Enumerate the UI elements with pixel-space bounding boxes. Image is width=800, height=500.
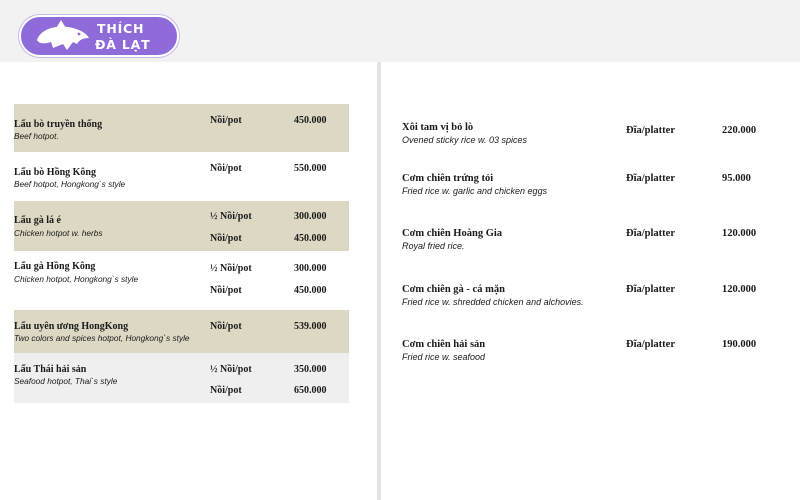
dish-unit: Đĩa/platter (626, 125, 675, 136)
dish-price: 350.000 (294, 364, 327, 375)
dish-price: 220.000 (722, 125, 757, 136)
page-divider (377, 62, 381, 500)
dish-price: 539.000 (294, 321, 327, 332)
menu-page-right (381, 62, 800, 500)
menu-item: Lẩu bò truyền thống Beef hotpot. Nồi/pot… (14, 104, 349, 152)
menu-item: Cơm chiên hải sản Fried rice w. seafood … (402, 323, 791, 377)
dish-unit: Đĩa/platter (626, 173, 675, 184)
dish-name: Cơm chiên gà - cá mặn (402, 284, 505, 295)
dish-english: Fried rice w. seafood (402, 352, 486, 362)
menu-item: Lẩu bò Hồng Kông Beef hotpot, Hongkong`s… (14, 152, 349, 201)
dish-unit: ½ Nồi/pot (210, 263, 252, 274)
dish-name: Cơm chiên Hoàng Gia (402, 228, 503, 239)
dish-unit: Đĩa/platter (626, 228, 675, 239)
dish-english: Two colors and spices hotpot, Hongkong`s… (14, 333, 190, 343)
dish-name: Lẩu Thái hải sản (14, 364, 87, 375)
dish-name: Cơm chiên trứng tỏi (402, 173, 494, 184)
dish-price: 450.000 (294, 285, 327, 296)
dish-name: Xôi tam vị bỏ lò (402, 122, 474, 133)
dish-price: 120.000 (722, 284, 757, 295)
dish-price: 650.000 (294, 385, 327, 396)
dish-unit: Nồi/pot (210, 233, 242, 244)
dish-price: 550.000 (294, 163, 327, 174)
menu-item: Lẩu gà Hồng Kông Chicken hotpot, Hongkon… (14, 251, 349, 310)
dish-unit: Nồi/pot (210, 163, 242, 174)
dish-unit: ½ Nồi/pot (210, 211, 252, 222)
dish-name: Lẩu bò Hồng Kông (14, 167, 96, 178)
dish-price: 120.000 (722, 228, 757, 239)
menu-item: Cơm chiên trứng tỏi Fried rice w. garlic… (402, 157, 791, 212)
menu-item: Lẩu Thái hải sản Seafood hotpot, Thai`s … (14, 353, 349, 403)
dish-price: 300.000 (294, 263, 327, 274)
dish-english: Seafood hotpot, Thai`s style (14, 376, 118, 386)
dish-unit: Đĩa/platter (626, 284, 675, 295)
dish-name: Lẩu gà lá é (14, 215, 61, 226)
dish-english: Fried rice w. shredded chicken and alcho… (402, 297, 584, 307)
dish-english: Beef hotpot, Hongkong`s style (14, 179, 126, 189)
menu-item: Cơm chiên gà - cá mặn Fried rice w. shre… (402, 268, 791, 323)
dish-unit: Nồi/pot (210, 285, 242, 296)
menu-item: Lẩu gà lá é Chicken hotpot w. herbs ½ Nồ… (14, 201, 349, 251)
menu-item: Cơm chiên Hoàng Gia Royal fried rice. Đĩ… (402, 212, 791, 268)
dish-price: 190.000 (722, 339, 757, 350)
dish-unit: ½ Nồi/pot (210, 364, 252, 375)
dish-name: Lẩu uyên ương HongKong (14, 321, 129, 332)
brand-line-2: ĐÀ LẠT (95, 37, 151, 52)
dish-price: 95.000 (722, 173, 751, 184)
dish-unit: Nồi/pot (210, 321, 242, 332)
dish-unit: Nồi/pot (210, 115, 242, 126)
dish-price: 450.000 (294, 115, 327, 126)
dish-english: Fried rice w. garlic and chicken eggs (402, 186, 548, 196)
dish-unit: Nồi/pot (210, 385, 242, 396)
menu-item: Lẩu uyên ương HongKong Two colors and sp… (14, 310, 349, 353)
dish-english: Beef hotpot. (14, 131, 59, 141)
brand-line-1: THÍCH (97, 21, 145, 36)
dish-name: Cơm chiên hải sản (402, 339, 486, 350)
flying-pig-icon (37, 20, 89, 50)
menu-item: Xôi tam vị bỏ lò Ovened sticky rice w. 0… (402, 105, 791, 157)
dish-english: Chicken hotpot, Hongkong`s style (14, 274, 139, 284)
dish-unit: Đĩa/platter (626, 339, 675, 350)
dish-english: Royal fried rice. (402, 241, 465, 251)
dish-price: 450.000 (294, 233, 327, 244)
dish-english: Chicken hotpot w. herbs (14, 228, 103, 238)
brand-logo[interactable]: THÍCH ĐÀ LẠT (19, 15, 179, 57)
dish-name: Lẩu gà Hồng Kông (14, 261, 96, 272)
dish-price: 300.000 (294, 211, 327, 222)
dish-english: Ovened sticky rice w. 03 spices (402, 135, 528, 145)
dish-name: Lẩu bò truyền thống (14, 119, 103, 130)
